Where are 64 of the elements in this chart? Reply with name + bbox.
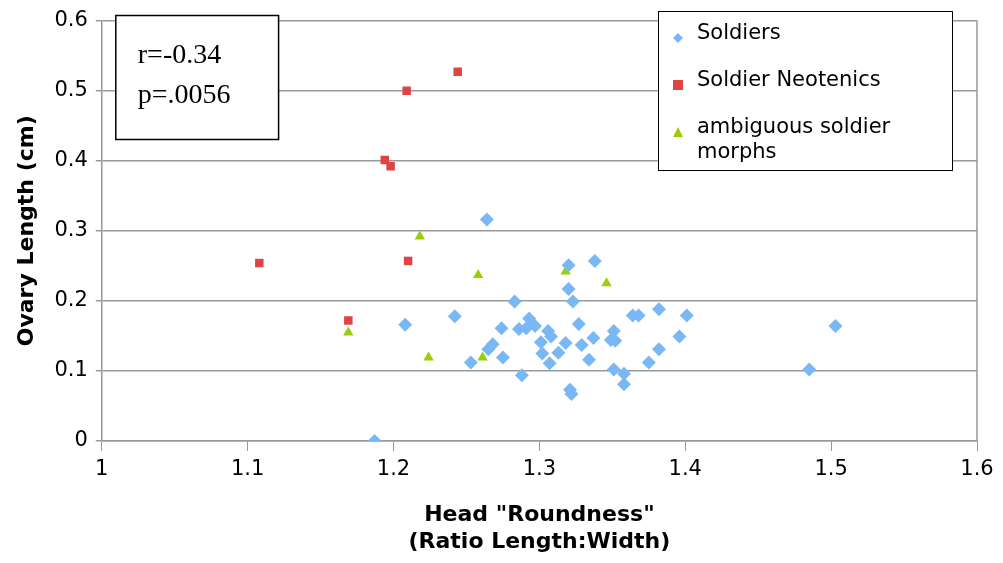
point — [558, 335, 573, 350]
legend-label: ambiguous soldier morphs — [697, 114, 892, 164]
point — [679, 308, 694, 323]
annotation: p=.0056 — [137, 77, 231, 109]
y-tick-label: 0.3 — [54, 217, 88, 242]
point — [472, 268, 484, 278]
y-axis-title: Ovary Length (cm) — [12, 115, 38, 347]
x-tick-label: 1.2 — [376, 456, 411, 481]
x-tick-label: 1.5 — [814, 456, 848, 481]
y-tick-label: 0 — [74, 427, 88, 452]
y-tick-label: 0.5 — [54, 77, 88, 102]
point — [565, 294, 580, 309]
point — [551, 345, 566, 360]
point — [494, 321, 509, 336]
point — [386, 162, 395, 171]
point — [587, 253, 602, 268]
point — [641, 355, 656, 370]
x-tick-label: 1.3 — [522, 456, 557, 481]
point — [561, 258, 576, 273]
point — [535, 346, 550, 361]
y-tick-label: 0.6 — [54, 7, 88, 32]
point — [398, 317, 413, 332]
point — [344, 316, 353, 325]
annotation: r=-0.34 — [137, 37, 222, 69]
point — [652, 302, 667, 317]
point — [652, 342, 667, 357]
x-tick-label: 1.6 — [960, 456, 994, 481]
point — [514, 368, 529, 383]
legend-label: Soldiers — [697, 20, 781, 45]
point — [463, 355, 478, 370]
point — [542, 356, 557, 371]
point — [672, 329, 687, 344]
x-axis-title: Head "Roundness" (Ratio Length:Width) — [408, 501, 671, 553]
x-tick-label: 1.4 — [668, 456, 702, 481]
point — [447, 309, 462, 324]
point — [495, 350, 510, 365]
y-tick-label: 0.4 — [54, 147, 88, 172]
y-tick-label: 0.1 — [54, 357, 88, 382]
point — [453, 67, 462, 76]
point — [802, 362, 817, 377]
point — [828, 319, 843, 334]
point — [561, 281, 576, 296]
point — [343, 326, 354, 336]
point — [586, 331, 601, 345]
x-tick-label: 1 — [95, 456, 109, 481]
point — [617, 377, 631, 392]
point — [477, 351, 488, 361]
point — [522, 311, 537, 326]
point — [507, 294, 522, 309]
x-tick-label: 1.1 — [230, 456, 265, 481]
y-tick-label: 0.2 — [54, 287, 88, 312]
legend-label: Soldier Neotenics — [697, 67, 881, 92]
point — [423, 351, 434, 361]
point — [402, 86, 411, 95]
point — [255, 258, 264, 268]
point — [617, 366, 631, 381]
point — [574, 338, 589, 353]
point — [601, 277, 612, 287]
point — [581, 352, 596, 367]
point — [479, 212, 494, 227]
point — [571, 316, 586, 331]
point — [533, 335, 548, 350]
point — [528, 319, 543, 334]
point — [606, 362, 621, 377]
